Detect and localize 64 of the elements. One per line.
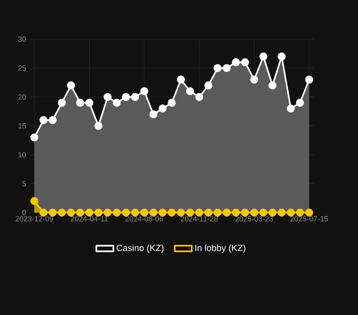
point [122, 92, 130, 101]
point [176, 208, 185, 216]
point [259, 52, 268, 60]
point [104, 92, 112, 101]
point [140, 86, 148, 95]
point [250, 208, 258, 216]
point [222, 64, 231, 72]
point [214, 64, 222, 72]
point [286, 208, 295, 216]
point [214, 208, 222, 216]
point [58, 208, 66, 216]
point [278, 52, 286, 60]
point [305, 75, 314, 84]
point [268, 81, 276, 90]
point [286, 104, 295, 112]
point [158, 104, 167, 112]
point [186, 208, 194, 216]
legend-label: In lobby (KZ) [195, 244, 246, 253]
point [48, 116, 57, 124]
point [131, 208, 140, 216]
point [241, 208, 250, 216]
point [112, 208, 121, 216]
point [30, 133, 38, 142]
point [296, 208, 304, 216]
point [232, 208, 240, 216]
point [305, 208, 314, 216]
point [232, 58, 240, 66]
point [168, 208, 176, 216]
point [131, 92, 140, 101]
point [40, 208, 48, 216]
point [122, 208, 130, 216]
point [176, 75, 185, 84]
point [40, 116, 48, 124]
point [195, 92, 204, 101]
point [58, 98, 66, 107]
point [158, 208, 167, 216]
legend-label: Casino (KZ) [116, 244, 164, 253]
point [241, 58, 250, 66]
point [268, 208, 276, 216]
point [48, 208, 57, 216]
point [67, 81, 75, 90]
point [112, 98, 121, 107]
point [149, 208, 158, 216]
point [278, 208, 286, 216]
point [67, 208, 75, 216]
point [76, 98, 84, 107]
point [30, 196, 38, 205]
point [168, 98, 176, 107]
point [204, 208, 212, 216]
point [104, 208, 112, 216]
point [259, 208, 268, 216]
point [250, 75, 258, 84]
point [149, 110, 158, 118]
point [186, 86, 194, 95]
point [195, 208, 204, 216]
point [222, 208, 231, 216]
point [204, 81, 212, 90]
point [94, 208, 102, 216]
point [85, 98, 94, 107]
point [76, 208, 84, 216]
point [94, 122, 102, 130]
point [296, 98, 304, 107]
point [140, 208, 148, 216]
point [85, 208, 94, 216]
